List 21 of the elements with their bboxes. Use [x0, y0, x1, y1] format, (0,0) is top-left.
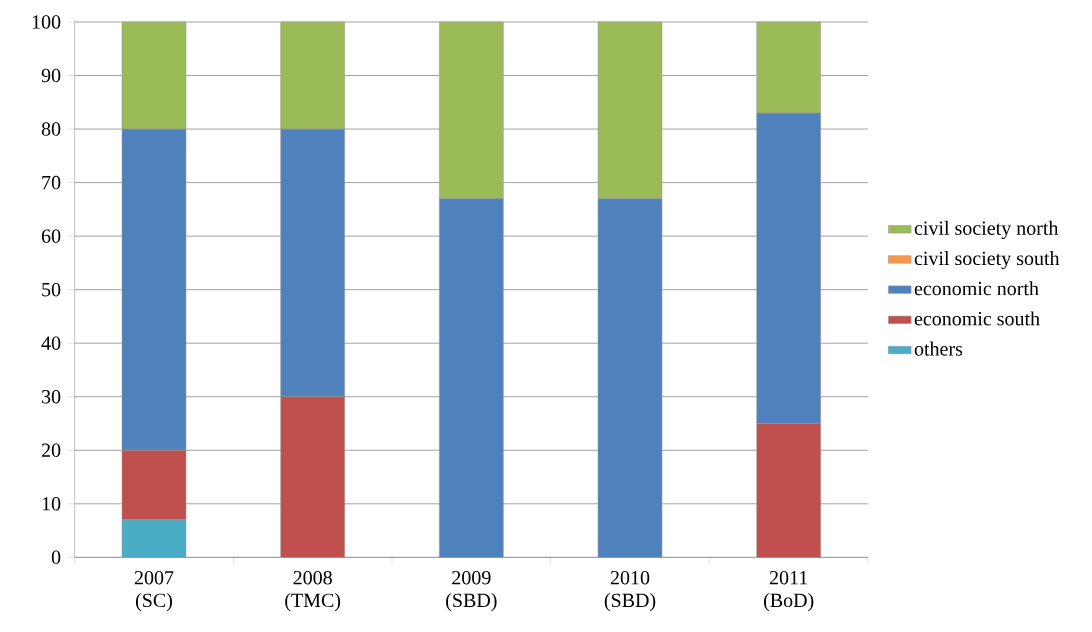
y-tick-label: 30 — [42, 389, 61, 404]
y-tick-label: 100 — [32, 15, 61, 29]
y-tick-label: 10 — [42, 497, 61, 511]
y-tick-label: 50 — [42, 282, 61, 297]
x-tick-label: 2010 (SBD) — [604, 570, 656, 612]
y-tick-label: 20 — [41, 443, 61, 458]
y-tick-label: 90 — [41, 68, 61, 83]
legend-label: civil society south — [914, 251, 1060, 270]
x-tick-label: 2009 (SBD) — [446, 570, 497, 612]
legend-label: economic south — [914, 311, 1040, 326]
legend-label: civil society north — [914, 220, 1059, 240]
legend-label: economic north — [914, 281, 1039, 296]
y-tick-label: 40 — [41, 336, 61, 350]
y-tick-label: 60 — [41, 229, 61, 243]
x-tick-label: 2011 (BoD) — [764, 570, 814, 612]
x-tick-label: 2008 (TMC) — [285, 570, 341, 612]
y-tick-label: 0 — [51, 550, 61, 565]
x-tick-label: 2007 (SC) — [134, 570, 174, 612]
y-tick-label: 70 — [42, 175, 61, 190]
y-tick-label: 80 — [41, 122, 61, 136]
legend-label: others — [914, 341, 963, 356]
